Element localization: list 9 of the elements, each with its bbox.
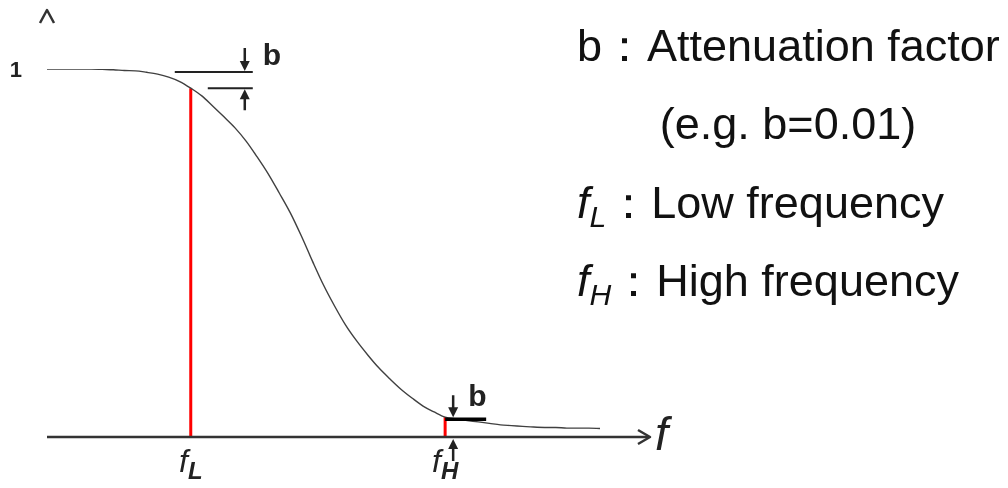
- text: (e.g. b=0.01): [659, 98, 917, 151]
- text: 1: [9, 56, 22, 82]
- x-axis-title: f: [577, 176, 590, 228]
- annotation: b：Attenuation factor: [577, 20, 1000, 72]
- annotation: b: [468, 379, 487, 413]
- annotation: f$_{H}$：High frequency: [577, 254, 959, 311]
- x-tick-label: f$_{L}$: [179, 443, 203, 484]
- annotation: b: [262, 38, 282, 71]
- x-tick-label: f$_{H}$: [432, 443, 459, 484]
